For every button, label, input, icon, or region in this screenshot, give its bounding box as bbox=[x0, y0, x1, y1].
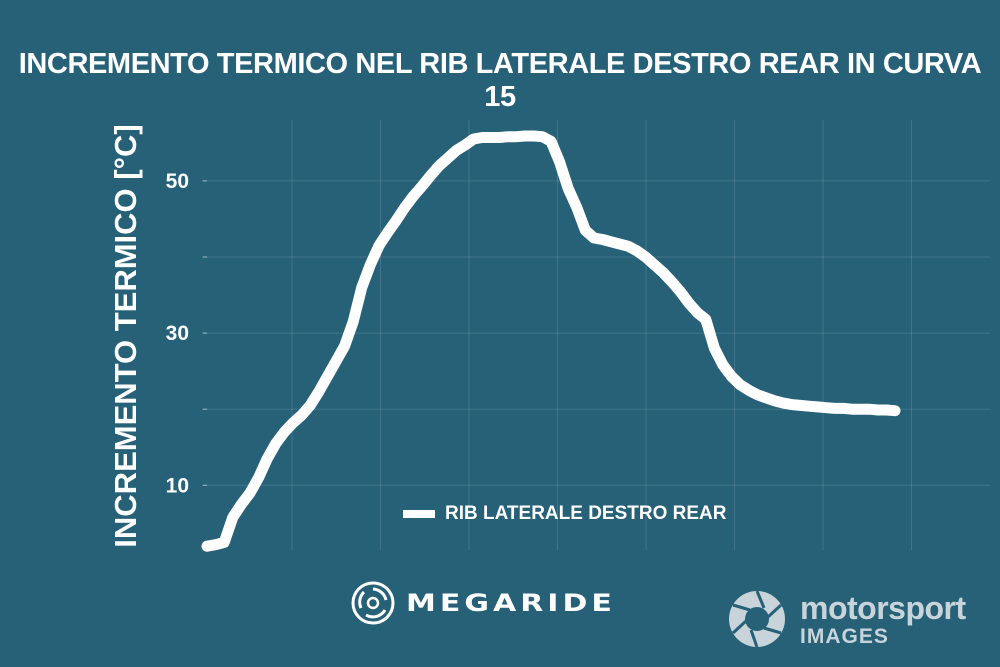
grid bbox=[202, 120, 990, 550]
legend-swatch bbox=[403, 510, 435, 518]
y-tick-label: 30 bbox=[166, 322, 189, 345]
aperture-icon bbox=[729, 590, 785, 648]
chart-title: INCREMENTO TERMICO NEL RIB LATERALE DEST… bbox=[18, 48, 982, 113]
series-line bbox=[201, 130, 901, 552]
megaride-logo: MEGARIDE bbox=[350, 580, 616, 626]
motorsport-images-logo: motorsport IMAGES bbox=[726, 588, 966, 650]
series-layer bbox=[201, 130, 901, 552]
motorsport-brand: motorsport bbox=[800, 589, 966, 626]
y-tick-label: 10 bbox=[166, 474, 189, 497]
megaride-logo-icon bbox=[351, 581, 395, 625]
y-ticks: 10 30 50 bbox=[166, 170, 189, 497]
megaride-logo-text: MEGARIDE bbox=[406, 589, 616, 617]
y-tick-label: 50 bbox=[166, 170, 189, 193]
motorsport-images: IMAGES bbox=[800, 624, 889, 648]
motorsport-text: motorsport IMAGES bbox=[800, 592, 966, 647]
legend-label: RIB LATERALE DESTRO REAR bbox=[445, 503, 727, 524]
legend: RIB LATERALE DESTRO REAR bbox=[403, 503, 726, 525]
